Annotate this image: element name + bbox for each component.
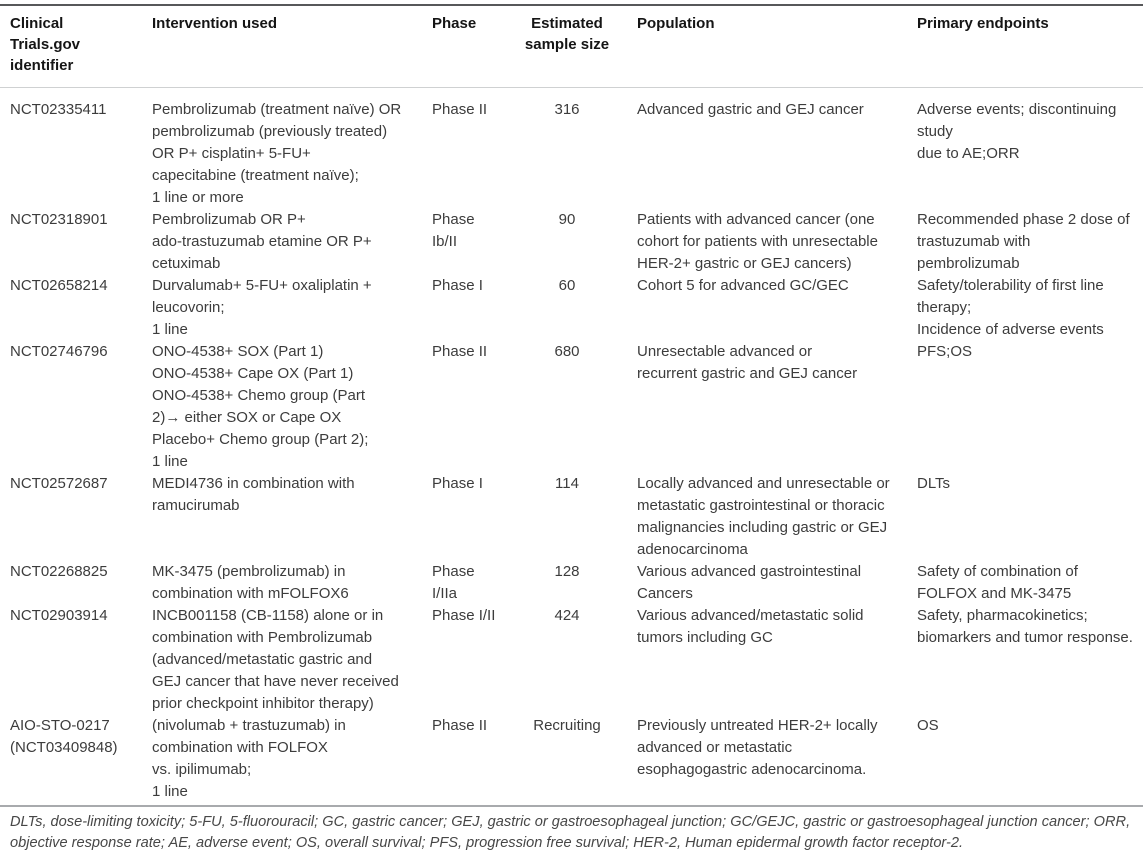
trial-id-cell: NCT02572687 xyxy=(10,475,108,492)
sample-size-cell: 316 xyxy=(554,101,580,118)
phase-cell: Phase II xyxy=(432,343,488,360)
endpoints-cell: Adverse events; discontinuing study due … xyxy=(917,101,1117,162)
column-header-sample-size: Estimated sample size xyxy=(524,15,610,53)
endpoints-cell: DLTs xyxy=(917,475,951,492)
table-header-row: Clinical Trials.gov identifier Intervent… xyxy=(0,6,1143,87)
trial-row: NCT02572687 MEDI4736 in combination with… xyxy=(0,473,1143,561)
phase-cell: Phase I/IIa xyxy=(432,563,475,602)
column-header-primary-endpoints: Primary endpoints xyxy=(917,15,1049,32)
trial-row: NCT02658214 Durvalumab+ 5-FU+ oxaliplati… xyxy=(0,275,1143,341)
trial-id-cell: NCT02335411 xyxy=(10,101,107,118)
population-cell: Previously untreated HER-2+ locally adva… xyxy=(637,717,878,778)
population-cell: Cohort 5 for advanced GC/GEC xyxy=(637,277,849,294)
column-header-intervention: Intervention used xyxy=(152,15,278,32)
phase-cell: Phase Ib/II xyxy=(432,211,475,250)
phase-cell: Phase II xyxy=(432,717,488,734)
phase-cell: Phase I xyxy=(432,475,483,492)
endpoints-cell: Safety/tolerability of first line therap… xyxy=(917,277,1104,338)
trial-id-cell: AIO-STO-0217 (NCT03409848) xyxy=(10,717,118,756)
trial-row: AIO-STO-0217 (NCT03409848) (nivolumab + … xyxy=(0,715,1143,803)
intervention-cell: Pembrolizumab (treatment naïve) OR pembr… xyxy=(152,101,402,206)
trial-row: NCT02268825 MK-3475 (pembrolizumab) in c… xyxy=(0,561,1143,605)
table-footnote: DLTs, dose-limiting toxicity; 5-FU, 5-fl… xyxy=(10,814,1131,851)
intervention-cell: Pembrolizumab OR P+ ado-trastuzumab etam… xyxy=(152,211,372,272)
endpoints-cell: Recommended phase 2 dose of trastuzumab … xyxy=(917,211,1130,272)
column-header-identifier: Clinical Trials.gov identifier xyxy=(10,15,81,74)
column-header-population: Population xyxy=(637,15,715,32)
sample-size-cell: 680 xyxy=(554,343,580,360)
population-cell: Various advanced gastrointestinal Cancer… xyxy=(637,563,862,602)
column-header-phase: Phase xyxy=(432,15,477,32)
trial-row: NCT02746796 ONO-4538+ SOX (Part 1) ONO-4… xyxy=(0,341,1143,473)
phase-cell: Phase I xyxy=(432,277,483,294)
population-cell: Unresectable advanced or recurrent gastr… xyxy=(637,343,858,382)
sample-size-cell: 424 xyxy=(554,607,580,624)
intervention-cell: INCB001158 (CB-1158) alone or in combina… xyxy=(152,607,399,712)
table-top-rule xyxy=(0,4,1143,6)
sample-size-cell: Recruiting xyxy=(533,717,601,734)
trial-id-cell: NCT02268825 xyxy=(10,563,108,580)
trial-row: NCT02335411 Pembrolizumab (treatment naï… xyxy=(0,99,1143,209)
sample-size-cell: 128 xyxy=(554,563,580,580)
sample-size-cell: 90 xyxy=(558,211,576,228)
table-header-rule xyxy=(0,87,1143,88)
intervention-cell: (nivolumab + trastuzumab) in combination… xyxy=(152,717,346,800)
population-cell: Various advanced/metastatic solid tumors… xyxy=(637,607,864,646)
table-bottom-rule xyxy=(0,805,1143,807)
sample-size-cell: 60 xyxy=(558,277,576,294)
sample-size-cell: 114 xyxy=(555,475,579,492)
endpoints-cell: Safety of combination of FOLFOX and MK-3… xyxy=(917,563,1078,602)
trial-id-cell: NCT02746796 xyxy=(10,343,108,360)
trial-id-cell: NCT02658214 xyxy=(10,277,108,294)
trial-row: NCT02318901 Pembrolizumab OR P+ ado-tras… xyxy=(0,209,1143,275)
intervention-cell: MK-3475 (pembrolizumab) in combination w… xyxy=(152,563,349,602)
intervention-cell: ONO-4538+ SOX (Part 1) ONO-4538+ Cape OX… xyxy=(152,343,369,470)
population-cell: Patients with advanced cancer (one cohor… xyxy=(637,211,878,272)
endpoints-cell: PFS;OS xyxy=(917,343,973,360)
trial-row: NCT02903914 INCB001158 (CB-1158) alone o… xyxy=(0,605,1143,715)
phase-cell: Phase II xyxy=(432,101,488,118)
endpoints-cell: Safety, pharmacokinetics; biomarkers and… xyxy=(917,607,1133,646)
endpoints-cell: OS xyxy=(917,717,939,734)
trial-id-cell: NCT02903914 xyxy=(10,607,108,624)
phase-cell: Phase I/II xyxy=(432,607,496,624)
population-cell: Advanced gastric and GEJ cancer xyxy=(637,101,864,118)
intervention-cell: MEDI4736 in combination with ramucirumab xyxy=(152,475,355,514)
trial-id-cell: NCT02318901 xyxy=(10,211,108,228)
intervention-cell: Durvalumab+ 5-FU+ oxaliplatin + leucovor… xyxy=(152,277,372,338)
table-body: NCT02335411 Pembrolizumab (treatment naï… xyxy=(0,88,1143,805)
population-cell: Locally advanced and unresectable or met… xyxy=(637,475,890,558)
